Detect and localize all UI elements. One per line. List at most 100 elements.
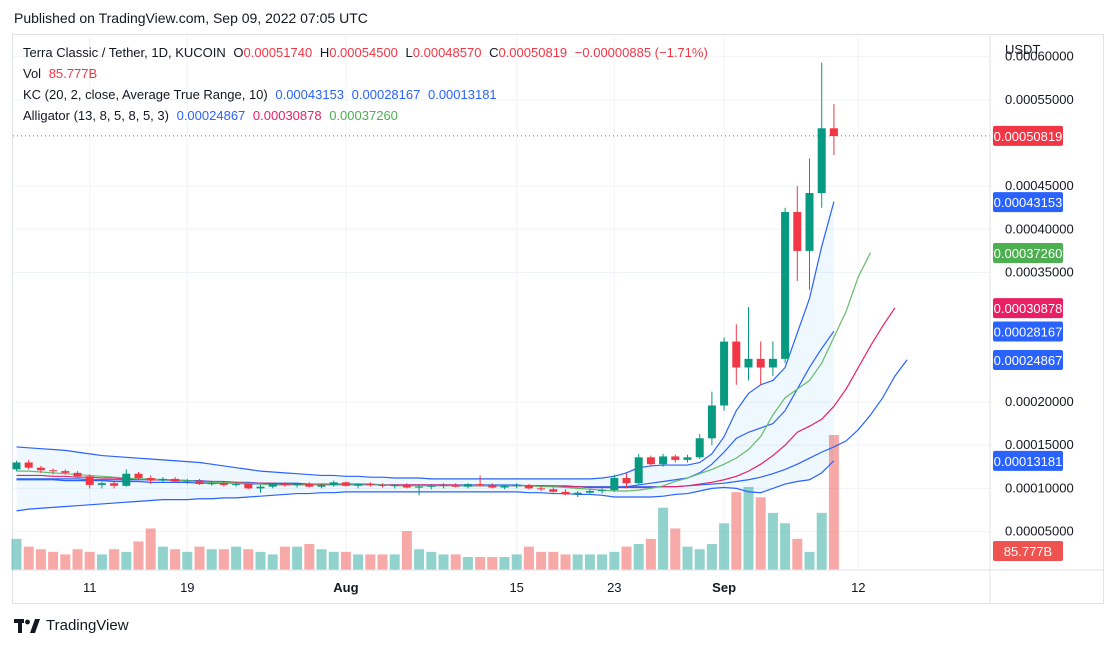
legend-kc-middle: 0.00028167 xyxy=(351,87,421,102)
candle-body xyxy=(524,484,533,489)
candle-body xyxy=(171,478,180,482)
volume-bar xyxy=(584,554,595,570)
candle-body xyxy=(793,212,802,251)
candle-body xyxy=(134,473,143,479)
price-axis-badge-label: 0.00050819 xyxy=(994,129,1063,144)
volume-bar xyxy=(792,538,803,570)
x-tick-label: 23 xyxy=(607,580,621,595)
y-tick-label: 0.00040000 xyxy=(1005,221,1074,236)
volume-bar xyxy=(279,546,290,570)
volume-bar xyxy=(450,554,461,570)
volume-bar xyxy=(414,549,425,570)
volume-bar xyxy=(231,546,242,570)
legend-open: 0.00051740 xyxy=(243,45,313,60)
volume-bar xyxy=(328,551,339,570)
candle-body xyxy=(329,482,338,485)
volume-bar xyxy=(706,544,717,570)
candle-body xyxy=(85,476,94,485)
candle-body xyxy=(707,405,716,439)
keltner-lower-line xyxy=(16,460,835,512)
volume-bar xyxy=(511,554,522,570)
legend-low: 0.00048570 xyxy=(412,45,482,60)
candle-body xyxy=(537,488,546,490)
volume-bar xyxy=(658,507,669,570)
published-note: Published on TradingView.com, Sep 09, 20… xyxy=(14,10,368,26)
candle-body xyxy=(73,472,82,477)
tradingview-logo-icon xyxy=(14,618,40,633)
price-axis-badge-label: 0.00024867 xyxy=(994,353,1063,368)
candle-body xyxy=(439,484,448,486)
candle-body xyxy=(463,484,472,487)
footer-brand[interactable]: TradingView xyxy=(14,617,129,634)
candle-body xyxy=(122,473,131,486)
volume-bar xyxy=(121,551,132,570)
volume-bar xyxy=(243,549,254,570)
volume-bar xyxy=(694,549,705,570)
candle-body xyxy=(244,484,253,489)
candle-body xyxy=(622,478,631,484)
x-tick-label: 15 xyxy=(509,580,523,595)
candle-body xyxy=(293,484,302,486)
volume-bar xyxy=(487,557,498,570)
volume-bar xyxy=(401,531,412,570)
legend-alligator: Alligator (13, 8, 5, 8, 5, 3) 0.00024867… xyxy=(23,108,402,123)
volume-bar xyxy=(645,538,656,570)
volume-bar xyxy=(194,546,205,570)
volume-bar xyxy=(377,554,388,570)
candle-body xyxy=(646,457,655,465)
price-axis-badge xyxy=(993,125,1063,146)
legend-alligator-jaw: 0.00024867 xyxy=(176,108,246,123)
legend-volume: Vol 85.777B xyxy=(23,66,101,81)
x-tick-label: Sep xyxy=(712,580,736,595)
volume-bar xyxy=(597,554,608,570)
x-tick-label: 12 xyxy=(851,580,865,595)
candle-body xyxy=(512,484,521,486)
legend-l-label: L xyxy=(405,45,413,60)
volume-bar xyxy=(438,554,449,570)
candle-body xyxy=(451,484,460,487)
volume-bar xyxy=(255,551,266,570)
candle-body xyxy=(317,484,326,487)
volume-bar xyxy=(84,551,95,570)
volume-bar xyxy=(828,435,839,570)
volume-bar xyxy=(157,546,168,570)
legend-keltner: KC (20, 2, close, Average True Range, 10… xyxy=(23,87,501,102)
price-axis-badge-label: 0.00037260 xyxy=(994,246,1063,261)
candle-body xyxy=(805,193,814,251)
y-tick-label: 0.00060000 xyxy=(1005,49,1074,64)
volume-bar xyxy=(633,544,644,570)
legend-alligator-lips: 0.00037260 xyxy=(329,108,398,123)
legend-o-label: O xyxy=(233,45,244,60)
x-tick-label: 11 xyxy=(83,580,97,595)
candle-body xyxy=(158,478,167,481)
candle-body xyxy=(268,484,277,487)
candle-body xyxy=(49,470,58,472)
candle-body xyxy=(732,341,741,368)
legend-h-label: H xyxy=(319,45,330,60)
candle-body xyxy=(695,438,704,458)
volume-bar xyxy=(780,523,791,570)
volume-bar xyxy=(365,554,376,570)
legend-alligator-teeth: 0.00030878 xyxy=(252,108,322,123)
volume-bar xyxy=(816,512,827,570)
candle-body xyxy=(378,484,387,486)
candle-body xyxy=(817,128,826,194)
price-axis-badge-label: 0.00030878 xyxy=(994,301,1063,316)
candle-body xyxy=(585,490,594,493)
candle-body xyxy=(24,462,33,468)
candle-body xyxy=(280,484,289,486)
legend-kc-label: KC (20, 2, close, Average True Range, 10… xyxy=(23,87,268,102)
volume-bar xyxy=(462,557,473,570)
legend-symbol: Terra Classic / Tether, 1D, KUCOIN xyxy=(23,45,226,60)
volume-bar xyxy=(304,544,315,570)
legend-close: 0.00050819 xyxy=(498,45,568,60)
volume-bar xyxy=(499,557,510,570)
candle-body xyxy=(232,484,241,486)
volume-bar xyxy=(426,551,437,570)
volume-bar xyxy=(743,486,754,570)
candle-body xyxy=(61,471,70,473)
candle-body xyxy=(500,485,509,488)
y-tick-label: 0.00035000 xyxy=(1005,264,1074,279)
candle-body xyxy=(12,462,21,470)
